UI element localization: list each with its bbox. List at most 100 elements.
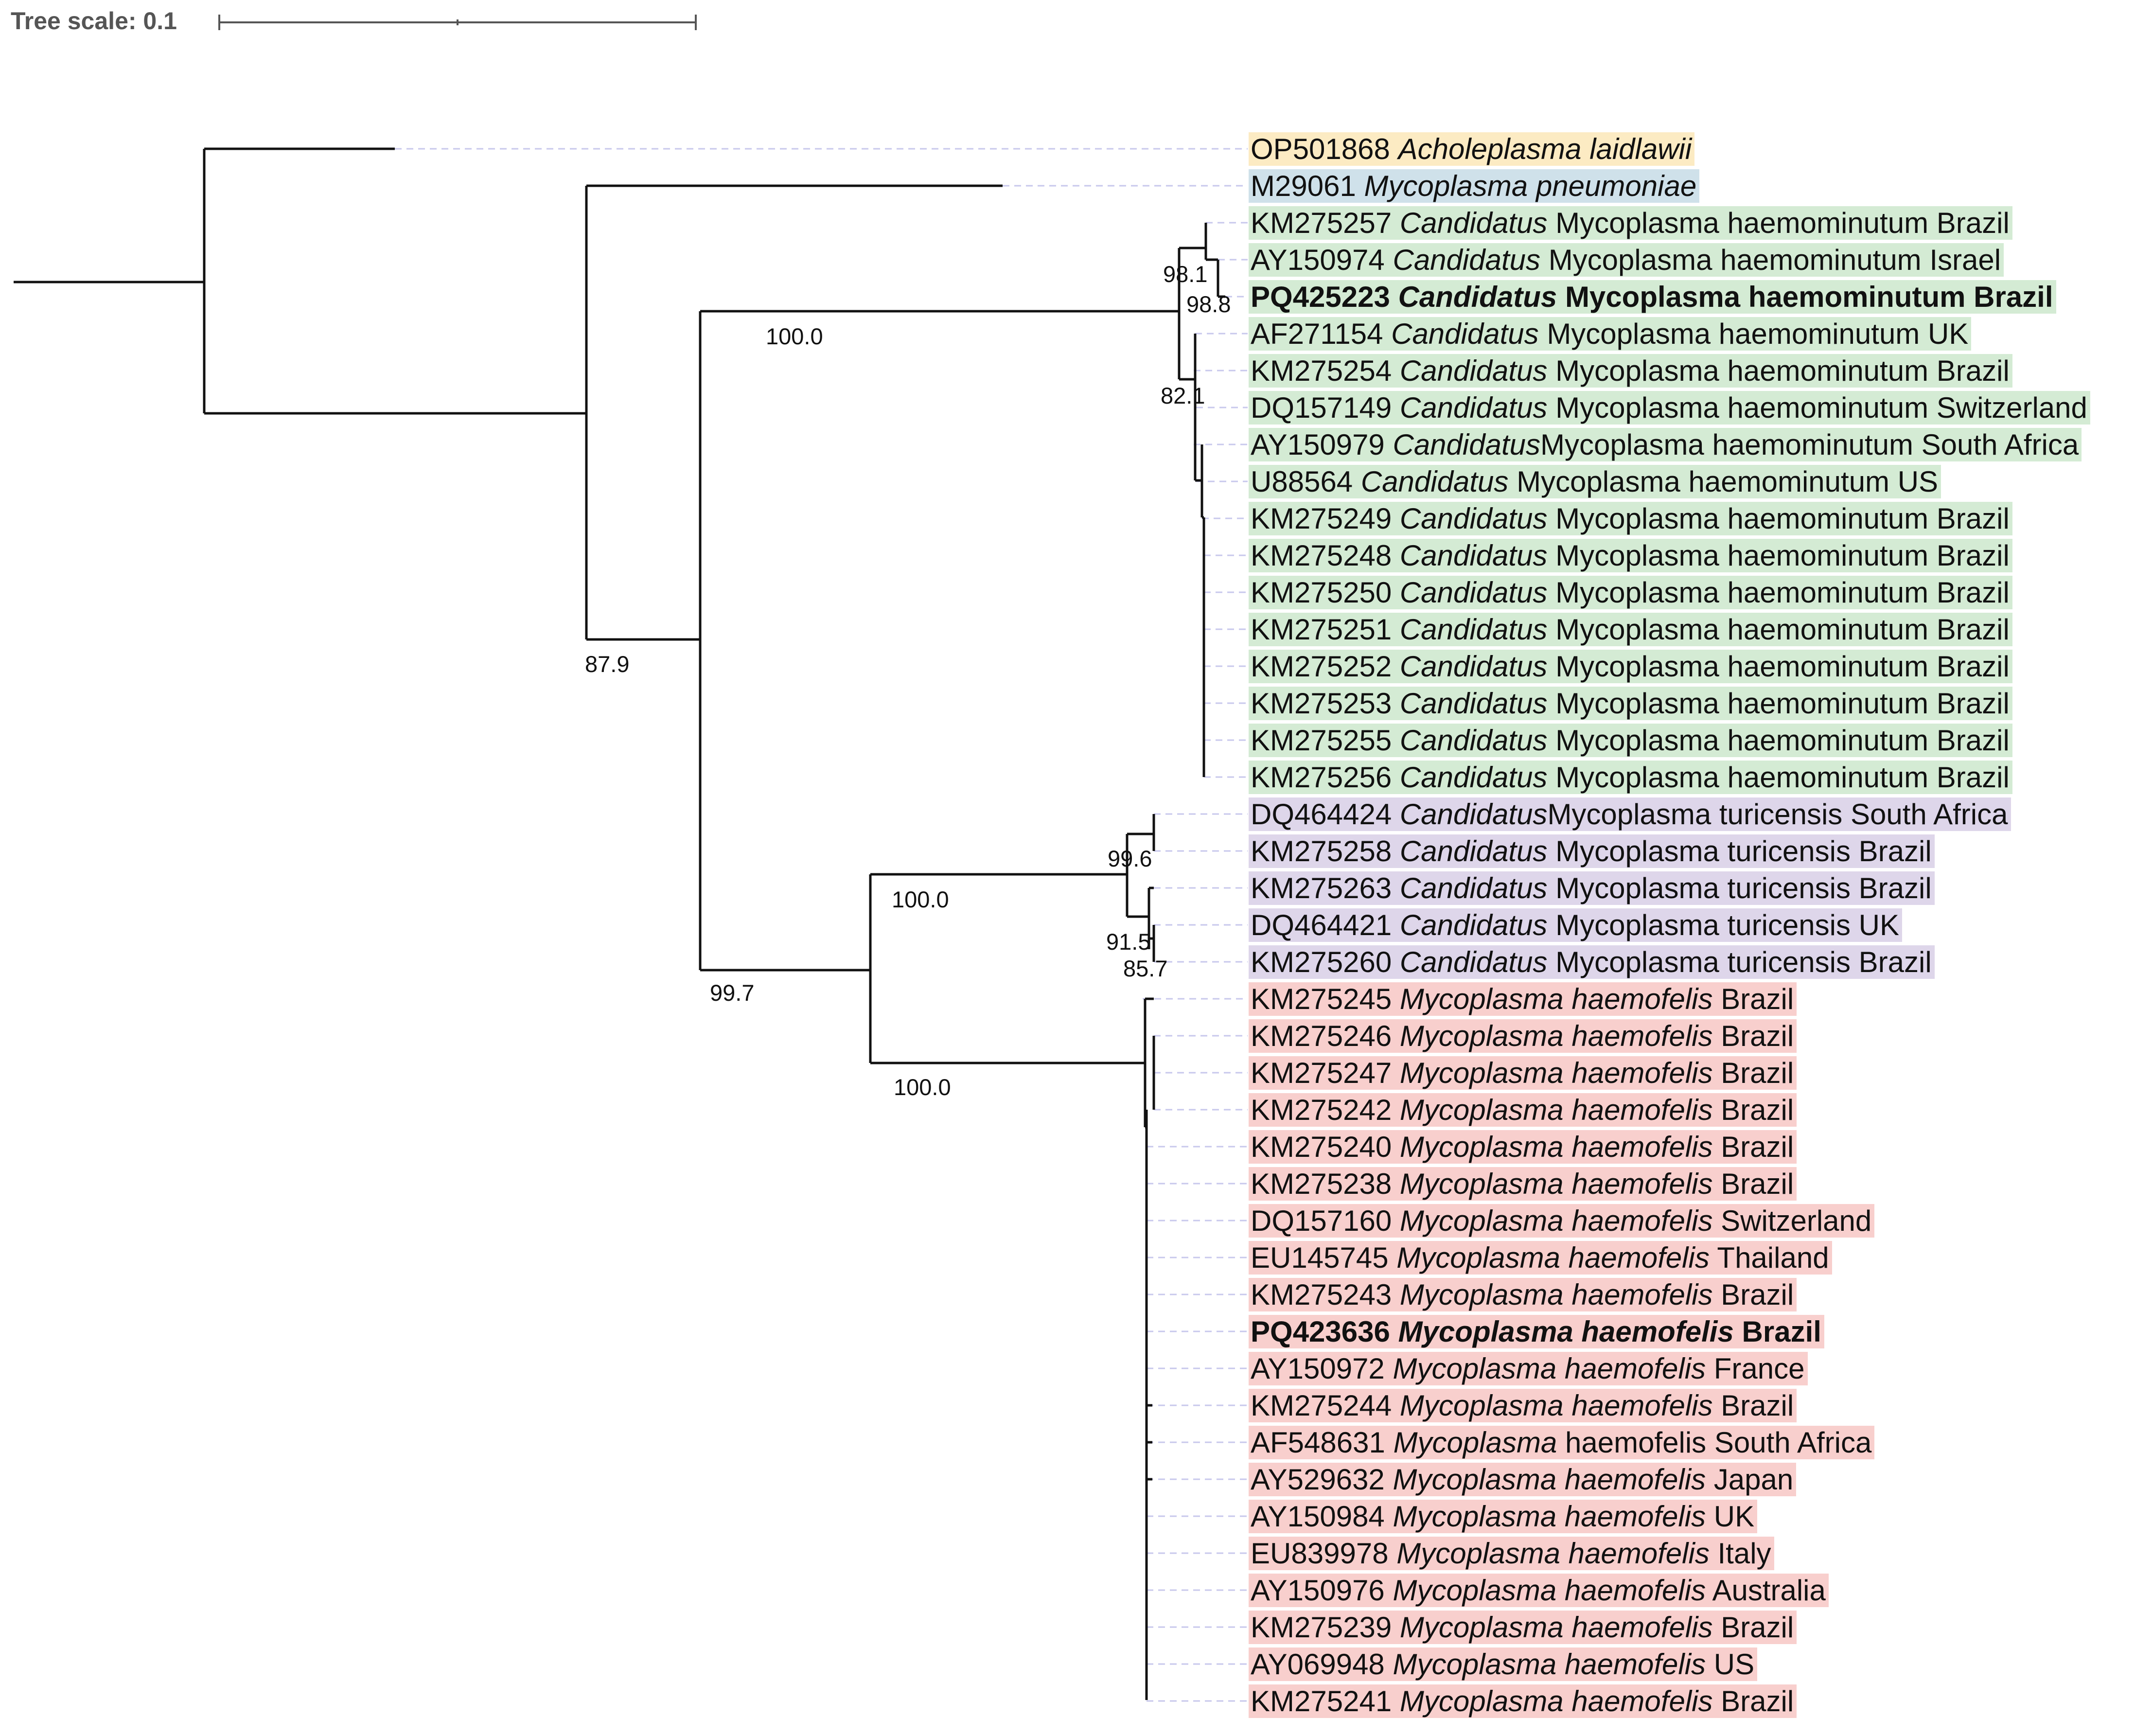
leaf-label: KM275260 Candidatus Mycoplasma turicensi…	[1249, 945, 1935, 979]
accession-id: KM275250	[1251, 576, 1400, 609]
taxon-italic: Candidatus	[1399, 576, 1548, 609]
taxon-italic: Candidatus	[1360, 465, 1509, 498]
accession-id: U88564	[1251, 465, 1361, 498]
taxon-rest: Brazil	[1712, 1020, 1794, 1052]
bootstrap-value: 100.0	[892, 886, 949, 912]
accession-id: AY150974	[1251, 244, 1393, 276]
leaf-label: EU839978 Mycoplasma haemofelis Italy	[1249, 1537, 1774, 1570]
accession-id: KM275242	[1251, 1094, 1400, 1126]
leaf-label: KM275255 Candidatus Mycoplasma haemominu…	[1249, 724, 2012, 757]
leaf-label: M29061 Mycoplasma pneumoniae	[1249, 169, 1700, 203]
leaf-label: KM275252 Candidatus Mycoplasma haemominu…	[1249, 650, 2012, 683]
tree-scale-label: Tree scale: 0.1	[11, 7, 177, 35]
bootstrap-value: 82.1	[1161, 383, 1205, 408]
taxon-rest: Mycoplasma haemominutum US	[1508, 465, 1939, 498]
leaf-label: KM275246 Mycoplasma haemofelis Brazil	[1249, 1019, 1797, 1053]
taxon-italic: Candidatus	[1399, 650, 1548, 683]
accession-id: AY529632	[1251, 1463, 1393, 1496]
leaf-label: KM275248 Candidatus Mycoplasma haemominu…	[1249, 539, 2012, 572]
taxon-rest: Switzerland	[1712, 1205, 1872, 1237]
taxon-rest: Mycoplasma haemominutum Brazil	[1547, 539, 2010, 572]
leaf-label: EU145745 Mycoplasma haemofelis Thailand	[1249, 1241, 1832, 1275]
accession-id: KM275256	[1251, 761, 1400, 794]
leaf-label: KM275238 Mycoplasma haemofelis Brazil	[1249, 1167, 1797, 1201]
taxon-rest: France	[1706, 1352, 1805, 1385]
leaf-label: KM275243 Mycoplasma haemofelis Brazil	[1249, 1278, 1797, 1311]
accession-id: KM275244	[1251, 1389, 1400, 1422]
taxon-italic: Candidatus	[1399, 354, 1548, 387]
accession-id: AF548631	[1251, 1426, 1394, 1459]
leaf-label: OP501868 Acholeplasma laidlawii	[1249, 132, 1695, 166]
taxon-italic: Mycoplasma haemofelis	[1399, 1020, 1713, 1052]
taxon-rest: Mycoplasma turicensis UK	[1547, 909, 1899, 941]
taxon-rest: Italy	[1709, 1537, 1771, 1570]
bootstrap-value: 99.7	[710, 980, 755, 1006]
accession-id: AF271154	[1251, 318, 1392, 350]
accession-id: AY069948	[1251, 1648, 1393, 1681]
leaf-label: DQ464424 CandidatusMycoplasma turicensis…	[1249, 797, 2011, 831]
taxon-italic: Candidatus	[1399, 761, 1548, 794]
taxon-italic: Candidatus	[1399, 946, 1548, 978]
leaf-label: PQ425223 Candidatus Mycoplasma haemominu…	[1249, 280, 2056, 314]
taxon-rest: US	[1706, 1648, 1755, 1681]
leaf-label: AF548631 Mycoplasma haemofelis South Afr…	[1249, 1426, 1875, 1459]
accession-id: PQ425223	[1251, 281, 1398, 313]
taxon-italic: Mycoplasma haemofelis	[1393, 1500, 1706, 1533]
bootstrap-value: 100.0	[766, 323, 823, 349]
taxon-italic: Candidatus	[1399, 391, 1548, 424]
accession-id: AY150972	[1251, 1352, 1393, 1385]
taxon-italic: Mycoplasma haemofelis	[1396, 1241, 1710, 1274]
leaf-label: AY150974 Candidatus Mycoplasma haemominu…	[1249, 243, 2004, 277]
taxon-rest: Mycoplasma haemominutum Switzerland	[1547, 391, 2087, 424]
accession-id: AY150976	[1251, 1574, 1393, 1607]
accession-id: KM275254	[1251, 354, 1400, 387]
leaf-label: KM275247 Mycoplasma haemofelis Brazil	[1249, 1056, 1797, 1090]
leaf-label: AY529632 Mycoplasma haemofelis Japan	[1249, 1463, 1797, 1496]
accession-id: DQ157149	[1251, 391, 1400, 424]
taxon-italic: Mycoplasma haemofelis	[1396, 1537, 1710, 1570]
taxon-italic: Mycoplasma haemofelis	[1399, 1094, 1713, 1126]
accession-id: KM275252	[1251, 650, 1400, 683]
taxon-rest: Mycoplasma haemominutum Brazil	[1547, 502, 2010, 535]
taxon-italic: Mycoplasma haemofelis	[1398, 1315, 1734, 1348]
accession-id: AY150984	[1251, 1500, 1393, 1533]
taxon-italic: Candidatus	[1393, 428, 1541, 461]
taxon-italic: Mycoplasma haemofelis	[1393, 1352, 1706, 1385]
taxon-italic: Mycoplasma haemofelis	[1393, 1463, 1706, 1496]
taxon-rest: Brazil	[1712, 1278, 1794, 1311]
taxon-rest: Mycoplasma haemominutum Brazil	[1547, 650, 2010, 683]
taxon-rest: Australia	[1706, 1574, 1826, 1607]
accession-id: KM275249	[1251, 502, 1400, 535]
taxon-rest: Brazil	[1712, 1685, 1794, 1718]
accession-id: OP501868	[1251, 133, 1398, 165]
taxon-rest: Japan	[1706, 1463, 1794, 1496]
leaf-label: KM275240 Mycoplasma haemofelis Brazil	[1249, 1130, 1797, 1164]
accession-id: KM275247	[1251, 1057, 1400, 1089]
taxon-rest: Mycoplasma turicensis Brazil	[1547, 872, 1932, 904]
taxon-italic: Candidatus	[1399, 909, 1548, 941]
taxon-rest: Mycoplasma haemominutum UK	[1538, 318, 1969, 350]
bootstrap-value: 85.7	[1123, 956, 1168, 981]
leaf-label: KM275244 Mycoplasma haemofelis Brazil	[1249, 1389, 1797, 1422]
accession-id: KM275263	[1251, 872, 1400, 904]
accession-id: DQ464421	[1251, 909, 1400, 941]
taxon-italic: Mycoplasma haemofelis	[1399, 1057, 1713, 1089]
accession-id: M29061	[1251, 170, 1364, 202]
bootstrap-value: 99.6	[1108, 846, 1152, 871]
taxon-italic: Candidatus	[1399, 687, 1548, 720]
leaf-label: KM275256 Candidatus Mycoplasma haemominu…	[1249, 761, 2012, 794]
taxon-rest: Brazil	[1712, 1057, 1794, 1089]
accession-id: KM275260	[1251, 946, 1400, 978]
taxon-italic: Candidatus	[1399, 798, 1548, 831]
taxon-italic: Candidatus	[1391, 318, 1539, 350]
taxon-italic: Mycoplasma haemofelis	[1399, 1278, 1713, 1311]
leaf-label: KM275242 Mycoplasma haemofelis Brazil	[1249, 1093, 1797, 1127]
accession-id: KM275258	[1251, 835, 1400, 868]
leaf-label: DQ157149 Candidatus Mycoplasma haemominu…	[1249, 391, 2090, 425]
taxon-italic: Mycoplasma haemofelis	[1399, 1685, 1713, 1718]
accession-id: AY150979	[1251, 428, 1393, 461]
taxon-rest: UK	[1706, 1500, 1755, 1533]
leaf-label: KM275249 Candidatus Mycoplasma haemominu…	[1249, 502, 2012, 535]
taxon-italic: Mycoplasma pneumoniae	[1364, 170, 1697, 202]
